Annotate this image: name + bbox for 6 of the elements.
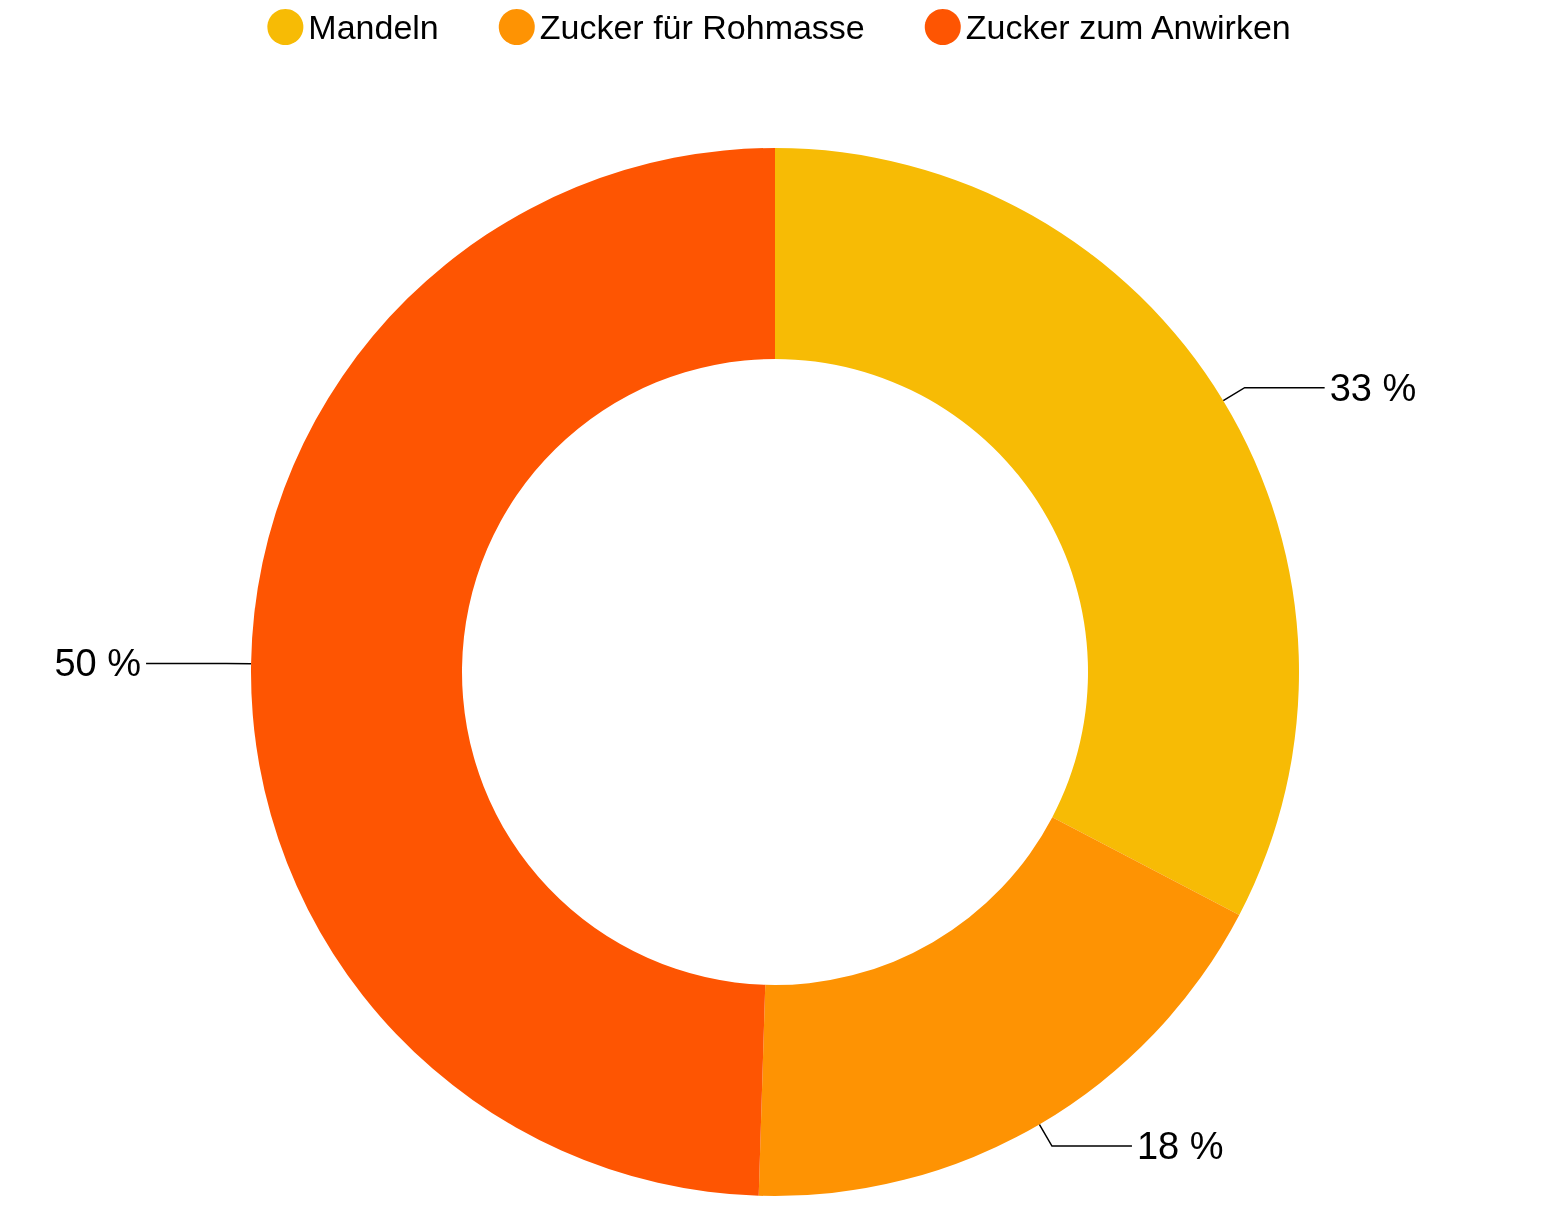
legend-label: Mandeln xyxy=(308,8,439,46)
data-label: 18 % xyxy=(1136,1125,1224,1168)
data-label: 33 % xyxy=(1329,366,1417,409)
legend-label: Zucker zum Anwirken xyxy=(965,8,1291,46)
data-label: 50 % xyxy=(54,642,142,685)
legend-label: Zucker für Rohmasse xyxy=(539,8,865,46)
